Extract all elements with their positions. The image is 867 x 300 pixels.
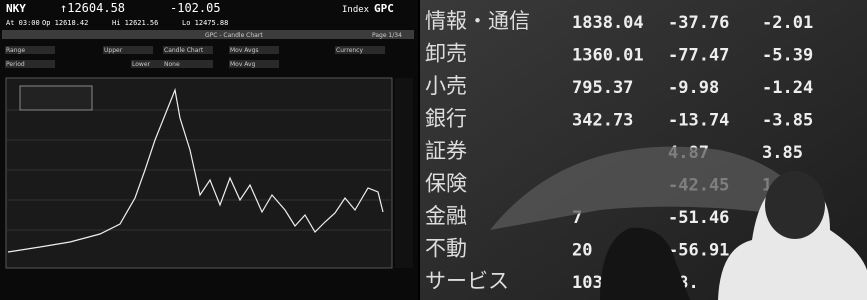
board-value: -77.47 [668, 46, 729, 66]
control-label: None [164, 61, 180, 68]
person-right-head [765, 171, 825, 239]
board-value: 795.37 [572, 78, 633, 98]
board-value: 103 [572, 273, 603, 293]
index-code: GPC [374, 2, 394, 15]
sector-name: 卸売 [425, 42, 467, 66]
control-label: Currency [336, 47, 363, 54]
control-label: Mov Avgs [230, 47, 259, 54]
sector-name: 金融 [425, 204, 467, 228]
price-change: -102.05 [170, 1, 221, 15]
board-value: -13.74 [668, 111, 729, 131]
sector-name: 証券 [425, 139, 467, 163]
sector-name: 情報・通信 [425, 9, 530, 33]
board-value: -51.46 [668, 208, 729, 228]
board-value: -2.01 [762, 13, 813, 33]
sector-name: 小売 [425, 74, 467, 98]
control-label: Mov Avg [230, 61, 256, 68]
control-label: Period [6, 61, 25, 68]
quote-field: Hi 12621.56 [112, 19, 158, 27]
last-price: ↑12604.58 [60, 1, 125, 15]
sector-name: 銀行 [425, 107, 467, 131]
page-number: Page 1/34 [372, 32, 402, 39]
legend-box [20, 86, 92, 110]
board-value: -1.24 [762, 78, 813, 98]
chart-title: GPC - Candle Chart [205, 32, 263, 39]
board-value: -37.76 [668, 13, 729, 33]
sector-name: サービス [425, 269, 509, 293]
board-value: -5.39 [762, 46, 813, 66]
quote-field: Lo 12475.88 [182, 19, 228, 27]
board-value: -9.98 [668, 78, 719, 98]
control-label: Candle Chart [164, 47, 204, 54]
ticker: NKY [6, 2, 26, 15]
board-value: -56.91 [668, 241, 729, 261]
quote-field: At 03:00 [6, 19, 40, 27]
scene: NKY ↑12604.58 -102.05 Index GPC At 03:00… [0, 0, 867, 300]
sector-name: 不動 [425, 237, 467, 261]
control-label: Lower [132, 61, 151, 68]
control-label: Upper [104, 47, 123, 54]
board-value: 1838.04 [572, 13, 644, 33]
board-value: 3.85 [762, 143, 803, 163]
board-value: 20 [572, 241, 592, 261]
sector-name: 保険 [425, 172, 467, 196]
control-label: Range [6, 47, 25, 54]
board-value: -3.85 [762, 111, 813, 131]
quote-field: Op 12618.42 [42, 19, 88, 27]
index-label: Index [342, 5, 370, 15]
y-axis [395, 78, 413, 268]
board-value: 342.73 [572, 111, 633, 131]
board-value: 1360.01 [572, 46, 644, 66]
